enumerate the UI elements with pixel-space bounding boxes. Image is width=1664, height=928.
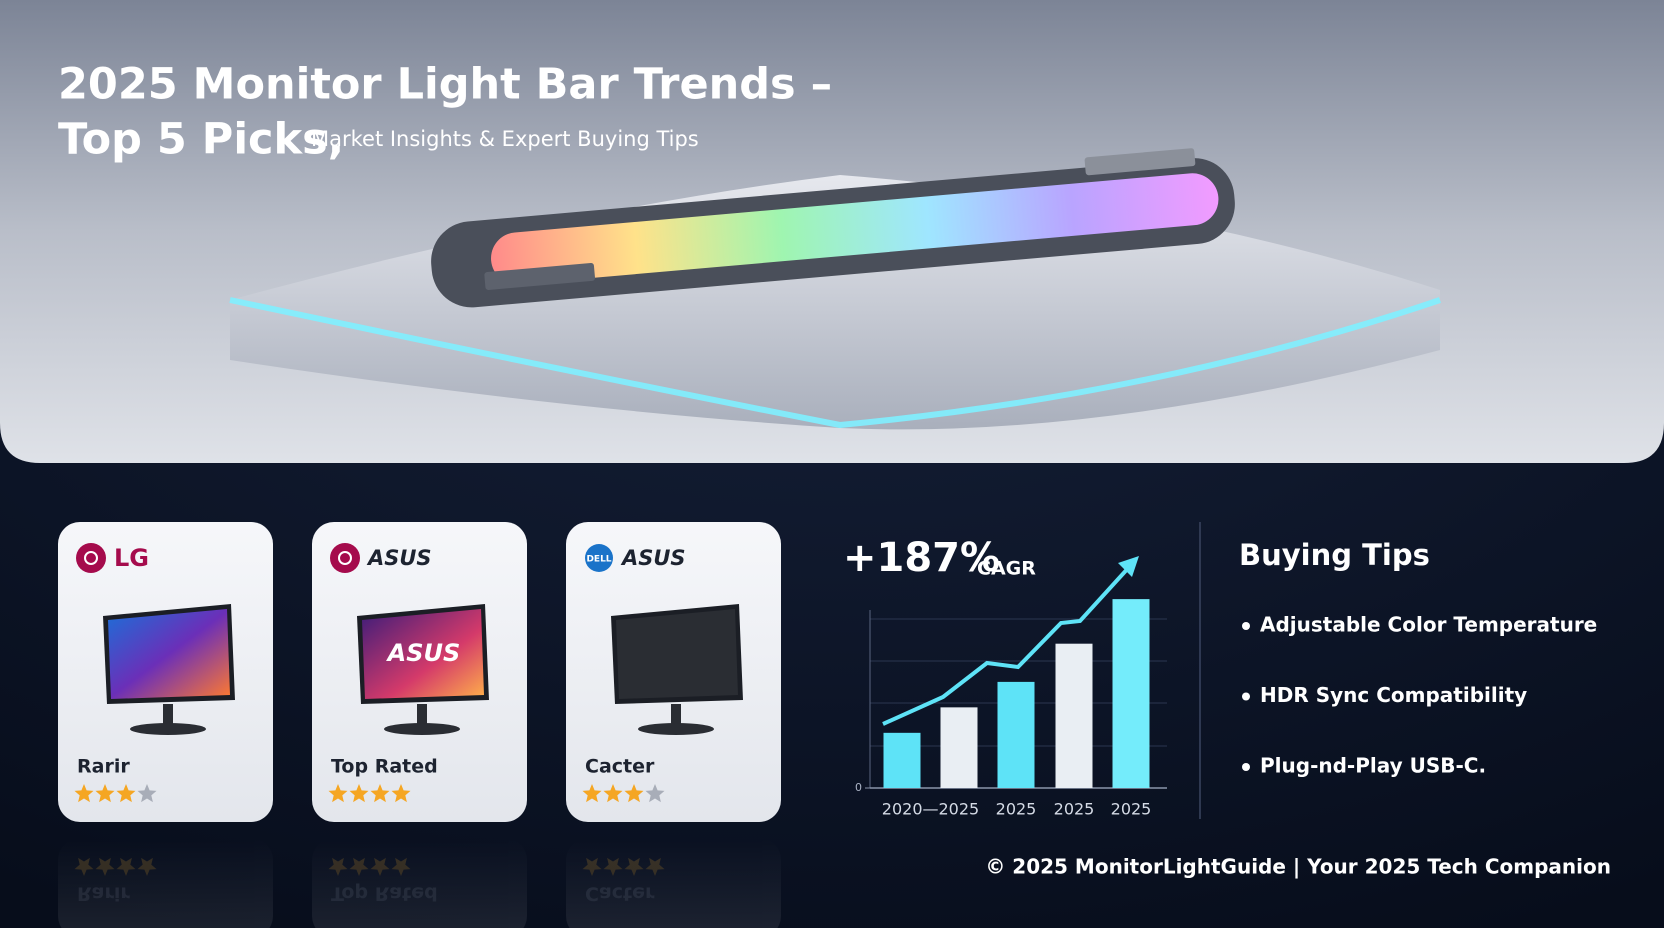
tips-title: Buying Tips bbox=[1239, 538, 1430, 572]
logo-circle bbox=[330, 543, 360, 573]
star bbox=[370, 784, 390, 803]
logo-dot bbox=[84, 551, 98, 565]
card: ASUS ASUS Top Rated bbox=[312, 522, 527, 822]
reflection-bg bbox=[566, 838, 781, 928]
chart: +187% CAGR 0 2020—2025 2025 2025 2025 bbox=[843, 535, 1167, 819]
title: Top 5 Picks, bbox=[58, 115, 344, 165]
star bbox=[95, 784, 115, 803]
y-tick-label: 0 bbox=[855, 781, 862, 794]
card-label: Rarir bbox=[77, 756, 130, 778]
x-tick-label: 2025 bbox=[1111, 800, 1152, 819]
card-reflection: Rarir bbox=[58, 838, 273, 928]
footer: © 2025 MonitorLightGuide | Your 2025 Tec… bbox=[985, 855, 1611, 879]
monitor-base bbox=[638, 723, 714, 735]
monitor-screen bbox=[616, 609, 738, 699]
platform-glow bbox=[229, 297, 1441, 429]
bullet bbox=[1242, 763, 1250, 771]
tip: HDR Sync Compatibility bbox=[1260, 683, 1527, 707]
reflection-star bbox=[95, 857, 115, 876]
clip bbox=[1084, 148, 1196, 176]
light-strip bbox=[491, 173, 1219, 285]
logo-circle bbox=[76, 543, 106, 573]
title: 2025 Monitor Light Bar Trends – bbox=[58, 60, 832, 110]
reflection-star bbox=[349, 857, 369, 876]
reflection-label: Top Rated bbox=[331, 883, 438, 905]
star bbox=[116, 784, 136, 803]
tips: Adjustable Color Temperature HDR Sync Com… bbox=[1242, 613, 1597, 778]
reflection-star bbox=[137, 857, 157, 876]
badge: DELL bbox=[586, 555, 611, 565]
monitor-screen bbox=[362, 609, 484, 699]
reflection-star bbox=[74, 857, 94, 876]
bar bbox=[997, 681, 1035, 788]
star bbox=[328, 784, 348, 803]
bar bbox=[883, 732, 921, 788]
tip: Adjustable Color Temperature bbox=[1260, 613, 1597, 637]
trend-arrow bbox=[1118, 556, 1139, 577]
reflection-star bbox=[116, 857, 136, 876]
reflection-star bbox=[370, 857, 390, 876]
monitor-base bbox=[384, 723, 460, 735]
x-tick-label: 2025 bbox=[996, 800, 1037, 819]
clip bbox=[484, 262, 596, 290]
card-reflection: Cacter bbox=[566, 838, 781, 928]
bullet bbox=[1242, 692, 1250, 701]
monitor-stand bbox=[671, 704, 681, 726]
monitor-stand bbox=[417, 704, 427, 726]
reflection-star bbox=[603, 857, 623, 876]
card: DELL ASUS Cacter bbox=[566, 522, 781, 822]
star bbox=[391, 784, 411, 803]
brand: ASUS bbox=[366, 546, 432, 570]
x-tick-label: 2025 bbox=[1054, 800, 1095, 819]
card-reflection: Top Rated bbox=[312, 838, 527, 928]
bar bbox=[1055, 643, 1093, 788]
card-label: Cacter bbox=[585, 756, 655, 778]
card-label: Top Rated bbox=[331, 756, 438, 778]
star bbox=[582, 784, 602, 803]
star bbox=[624, 784, 644, 803]
trend-line bbox=[882, 563, 1133, 726]
monitor-base bbox=[130, 723, 206, 735]
bar bbox=[940, 707, 978, 788]
star bbox=[137, 784, 157, 803]
bullet bbox=[1242, 622, 1250, 630]
monitor-stand bbox=[163, 704, 173, 726]
star bbox=[645, 784, 665, 803]
bar bbox=[1112, 599, 1150, 788]
reflection-star bbox=[582, 857, 602, 876]
headline: +187% bbox=[843, 535, 1000, 581]
cards: LG Rarir Rarir ASUS ASUS Top Rated Top Rated DE… bbox=[58, 522, 781, 928]
headline-note: CAGR bbox=[977, 558, 1036, 580]
brand: LG bbox=[114, 544, 149, 572]
reflection-label: Cacter bbox=[585, 883, 655, 905]
hero bbox=[0, 0, 1664, 463]
reflection-bg bbox=[58, 838, 273, 928]
reflection-star bbox=[328, 857, 348, 876]
x-tick-label: 2020—2025 bbox=[882, 800, 979, 819]
reflection-star bbox=[391, 857, 411, 876]
subtitle: Market Insights & Expert Buying Tips bbox=[311, 127, 699, 151]
brand: ASUS bbox=[620, 546, 686, 570]
monitor-screen bbox=[108, 609, 230, 699]
reflection-bg bbox=[312, 838, 527, 928]
star bbox=[603, 784, 623, 803]
card: LG Rarir bbox=[58, 522, 273, 822]
reflection-label: Rarir bbox=[77, 883, 130, 905]
reflection-star bbox=[645, 857, 665, 876]
logo-dot bbox=[338, 551, 352, 565]
star bbox=[349, 784, 369, 803]
screen-text: ASUS bbox=[386, 639, 461, 667]
badge-circle bbox=[585, 544, 613, 572]
star bbox=[74, 784, 94, 803]
tip: Plug-nd-Play USB-C. bbox=[1260, 754, 1486, 778]
reflection-star bbox=[624, 857, 644, 876]
